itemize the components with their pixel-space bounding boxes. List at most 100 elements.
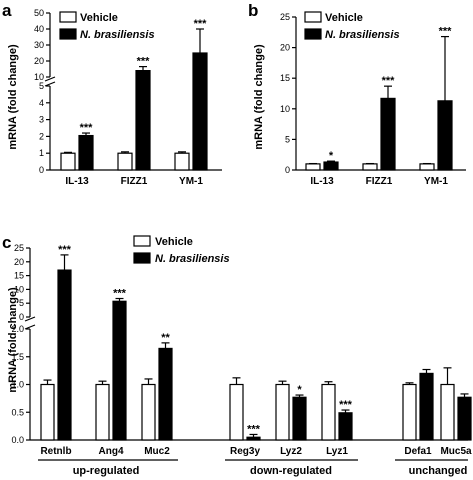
legend-label-vehicle: Vehicle — [155, 236, 193, 248]
significance-marker: *** — [194, 18, 208, 30]
x-tick-label-ym-1: YM-1 — [424, 176, 448, 187]
legend-label-brasiliensis: N. brasiliensis — [80, 29, 155, 41]
x-tick-label-muc2: Muc2 — [144, 446, 170, 457]
panel-a-bars: *** IL-13 *** FIZZ1 *** YM-1 — [60, 18, 208, 187]
y-tick-label: 0.5 — [11, 407, 24, 417]
bar-brasiliensis-defa1 — [419, 372, 434, 441]
axis-break-mark — [44, 76, 56, 82]
legend-label-vehicle: Vehicle — [80, 12, 118, 24]
y-tick-label: 20 — [280, 43, 290, 53]
y-tick-label: 3 — [39, 115, 44, 125]
x-tick-label-retnlb: Retnlb — [40, 446, 71, 457]
x-tick-label-fizz1: FIZZ1 — [366, 176, 393, 187]
y-tick-label: 50 — [34, 8, 44, 18]
bar-vehicle-ang4 — [95, 383, 110, 441]
bar-vehicle-retnlb — [40, 383, 55, 441]
panel-a-axes: 0 1 2 3 4 510 20 30 40 50 — [34, 8, 222, 175]
x-tick-label-fizz1: FIZZ1 — [121, 176, 148, 187]
bar-vehicle-muc2 — [141, 383, 156, 441]
panel-letter-a: a — [2, 1, 12, 20]
bar-brasiliensis-il-13 — [78, 134, 94, 171]
panel-b-ylabel: mRNA (fold change) — [253, 44, 265, 150]
x-tick-label-ym-1: YM-1 — [179, 176, 203, 187]
y-tick-label: 10 — [280, 104, 290, 114]
y-tick-label: 15 — [14, 271, 24, 281]
axis-break-mark — [24, 316, 36, 322]
significance-marker: *** — [137, 56, 151, 68]
y-tick-label: 30 — [34, 40, 44, 50]
legend-swatch-brasiliensis — [304, 28, 322, 40]
bar-brasiliensis-muc2 — [158, 347, 173, 441]
significance-marker: * — [297, 384, 302, 396]
y-tick-label: 5 — [39, 81, 44, 91]
y-tick-label: 1.5 — [11, 352, 24, 362]
y-tick-label: 2.0 — [11, 324, 24, 334]
y-tick-label: 20 — [34, 56, 44, 66]
bar-vehicle-il-13 — [60, 152, 76, 171]
bar-vehicle-lyz2 — [275, 383, 290, 441]
plot-area: 0123451020304050***IL-13***FIZZ1***YM-10… — [11, 8, 472, 477]
y-tick-label: 5 — [285, 134, 290, 144]
panel-c-ylabel: mRNA (fold change) — [7, 287, 19, 393]
group-label: unchanged — [409, 465, 468, 477]
bar-vehicle-il-13 — [305, 163, 321, 171]
x-tick-label-il-13: IL-13 — [310, 176, 334, 187]
y-tick-label: 20 — [14, 257, 24, 267]
y-tick-label: 40 — [34, 24, 44, 34]
panel-letter-b: b — [248, 1, 258, 20]
x-tick-label-reg3y: Reg3y — [230, 446, 260, 457]
significance-marker: *** — [339, 399, 353, 411]
bar-brasiliensis-fizz1 — [135, 69, 151, 171]
y-tick-label: 15 — [280, 73, 290, 83]
legend-swatch-brasiliensis — [59, 28, 77, 40]
panel-a-legend: Vehicle N. brasiliensis — [59, 11, 155, 41]
bar-brasiliensis-retnlb — [57, 269, 72, 441]
bar-vehicle-ym-1 — [174, 152, 190, 171]
panel-c-bars: *** Retnlb *** Ang4 ** Muc2 *** Reg3y * Lyz2 *** Ly… — [40, 244, 472, 457]
bar-brasiliensis-lyz2 — [292, 396, 307, 441]
legend-swatch-vehicle — [304, 11, 322, 23]
y-tick-label: 4 — [39, 98, 44, 108]
significance-marker: * — [329, 150, 334, 162]
y-tick-label: 1 — [39, 148, 44, 158]
y-tick-label: 25 — [280, 12, 290, 22]
significance-marker: *** — [113, 288, 127, 300]
significance-marker: ** — [161, 332, 170, 344]
axis-break-mark — [44, 81, 56, 87]
panel-b-legend: Vehicle N. brasiliensis — [304, 11, 400, 41]
legend-label-vehicle: Vehicle — [325, 12, 363, 24]
legend-swatch-brasiliensis — [133, 252, 151, 264]
bar-brasiliensis-il-13 — [323, 161, 339, 171]
bar-vehicle-fizz1 — [362, 163, 378, 171]
bar-brasiliensis-ym-1 — [437, 100, 453, 171]
significance-marker: *** — [58, 244, 72, 256]
x-tick-label-muc5a: Muc5a — [440, 446, 472, 457]
bar-vehicle-lyz1 — [321, 383, 336, 441]
x-tick-label-defa1: Defa1 — [404, 446, 432, 457]
bar-brasiliensis-ang4 — [112, 300, 127, 441]
bar-brasiliensis-muc5a — [457, 396, 472, 441]
panel-c-legend: Vehicle N. brasiliensis — [133, 235, 230, 265]
legend-label-brasiliensis: N. brasiliensis — [155, 253, 230, 265]
bar-vehicle-defa1 — [402, 383, 417, 441]
bar-vehicle-reg3y — [229, 383, 244, 441]
y-tick-label: 25 — [14, 243, 24, 253]
bar-vehicle-muc5a — [440, 383, 455, 441]
significance-marker: *** — [80, 122, 94, 134]
panel-a-ylabel: mRNA (fold change) — [7, 44, 19, 150]
y-tick-label: 0 — [39, 165, 44, 175]
x-tick-label-lyz1: Lyz1 — [326, 446, 348, 457]
bar-vehicle-fizz1 — [117, 152, 133, 171]
legend-swatch-vehicle — [133, 235, 151, 247]
group-label: up-regulated — [73, 465, 140, 477]
legend-swatch-vehicle — [59, 11, 77, 23]
significance-marker: *** — [247, 423, 261, 435]
y-tick-label: 0 — [19, 312, 24, 322]
bar-brasiliensis-ym-1 — [192, 52, 208, 171]
x-tick-label-il-13: IL-13 — [65, 176, 89, 187]
y-tick-label: 0 — [285, 165, 290, 175]
significance-marker: *** — [382, 75, 396, 87]
legend-label-brasiliensis: N. brasiliensis — [325, 29, 400, 41]
y-tick-label: 10 — [34, 72, 44, 82]
